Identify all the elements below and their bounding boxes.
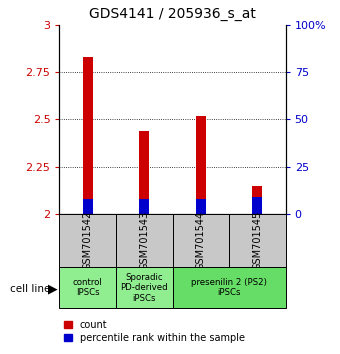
Bar xyxy=(252,197,262,214)
Text: Sporadic
PD-derived
iPSCs: Sporadic PD-derived iPSCs xyxy=(120,273,168,303)
Bar xyxy=(116,267,173,308)
Text: GSM701542: GSM701542 xyxy=(83,211,93,270)
Bar xyxy=(229,214,286,267)
Bar xyxy=(59,267,116,308)
Text: ▶: ▶ xyxy=(48,282,57,295)
Bar xyxy=(83,57,93,214)
Bar xyxy=(83,199,93,214)
Bar xyxy=(116,214,173,267)
Text: GSM701544: GSM701544 xyxy=(196,211,206,270)
Bar xyxy=(252,186,262,214)
Text: cell line: cell line xyxy=(10,284,51,293)
Bar xyxy=(59,214,116,267)
Bar xyxy=(173,214,229,267)
Bar xyxy=(139,199,149,214)
Bar xyxy=(139,131,149,214)
Bar xyxy=(196,199,206,214)
Text: GSM701545: GSM701545 xyxy=(252,211,262,270)
Legend: count, percentile rank within the sample: count, percentile rank within the sample xyxy=(64,320,245,343)
Bar xyxy=(173,267,286,308)
Text: control
IPSCs: control IPSCs xyxy=(73,278,103,297)
Bar xyxy=(196,116,206,214)
Text: GSM701543: GSM701543 xyxy=(139,211,149,270)
Title: GDS4141 / 205936_s_at: GDS4141 / 205936_s_at xyxy=(89,7,256,21)
Text: presenilin 2 (PS2)
iPSCs: presenilin 2 (PS2) iPSCs xyxy=(191,278,267,297)
